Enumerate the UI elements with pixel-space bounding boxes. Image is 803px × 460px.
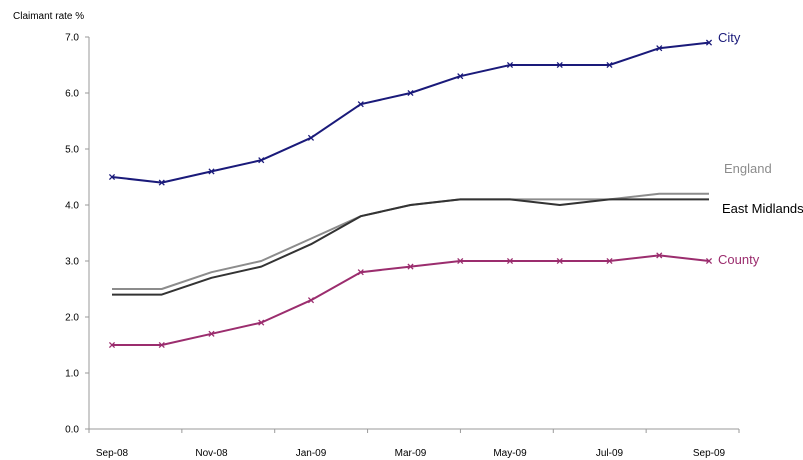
data-point-county bbox=[606, 257, 613, 265]
series-label-county: County bbox=[718, 252, 760, 267]
y-tick-label: 5.0 bbox=[65, 145, 79, 156]
y-axis-label: Claimant rate % bbox=[13, 11, 84, 22]
x-tick-label: Jan-09 bbox=[296, 448, 327, 459]
data-point-city bbox=[656, 45, 663, 52]
y-tick-label: 7.0 bbox=[65, 33, 79, 44]
data-point-county bbox=[506, 257, 514, 265]
series-label-east-midlands: East Midlands bbox=[722, 201, 803, 216]
series-line-county bbox=[112, 254, 710, 346]
data-point-city bbox=[606, 61, 613, 69]
marker-stroke bbox=[307, 297, 315, 304]
marker-stroke bbox=[556, 61, 563, 69]
y-tick-label: 4.0 bbox=[65, 201, 79, 212]
data-point-county bbox=[108, 341, 116, 349]
data-point-city bbox=[357, 101, 364, 108]
y-tick-label: 2.0 bbox=[65, 313, 79, 324]
data-point-county bbox=[407, 263, 414, 270]
marker-stroke bbox=[656, 252, 663, 259]
x-tick-label: Jul-09 bbox=[596, 448, 624, 459]
data-point-city bbox=[307, 134, 315, 141]
data-point-city bbox=[108, 173, 116, 181]
series-group bbox=[108, 39, 713, 349]
marker-stroke bbox=[606, 61, 613, 69]
x-tick-label: Sep-08 bbox=[96, 448, 129, 459]
x-tick-label: Nov-08 bbox=[195, 448, 228, 459]
data-point-county bbox=[258, 319, 265, 326]
series-label-city: City bbox=[718, 30, 741, 45]
axes bbox=[88, 37, 739, 430]
marker-stroke bbox=[407, 89, 414, 97]
data-point-county bbox=[556, 257, 563, 265]
marker-stroke bbox=[208, 330, 215, 337]
series-labels: City England East Midlands County bbox=[718, 30, 803, 267]
data-point-city bbox=[258, 157, 265, 164]
y-tick-label: 3.0 bbox=[65, 257, 79, 268]
marker-stroke bbox=[506, 61, 514, 69]
y-tick-label: 1.0 bbox=[65, 369, 79, 380]
marker-stroke bbox=[656, 45, 663, 52]
data-point-city bbox=[556, 61, 563, 69]
data-point-county bbox=[357, 269, 364, 276]
marker-stroke bbox=[108, 341, 116, 349]
marker-stroke bbox=[258, 319, 265, 326]
data-point-city bbox=[506, 61, 514, 69]
marker-stroke bbox=[506, 257, 514, 265]
marker-stroke bbox=[705, 39, 713, 46]
data-point-city bbox=[208, 168, 215, 175]
y-tick-label: 6.0 bbox=[65, 89, 79, 100]
marker-stroke bbox=[158, 179, 165, 186]
x-tick-label: Mar-09 bbox=[395, 448, 427, 459]
series-line-england bbox=[112, 192, 709, 290]
marker-stroke bbox=[158, 341, 165, 349]
series-line-city bbox=[111, 41, 710, 184]
data-point-city bbox=[457, 73, 464, 80]
marker-stroke bbox=[457, 257, 464, 265]
series-label-england: England bbox=[724, 161, 772, 176]
marker-stroke bbox=[556, 257, 563, 265]
marker-stroke bbox=[357, 101, 364, 108]
series-line-east-midlands bbox=[112, 198, 709, 296]
marker-stroke bbox=[606, 257, 613, 265]
marker-stroke bbox=[208, 168, 215, 175]
data-point-county bbox=[656, 252, 663, 259]
data-point-city bbox=[158, 179, 165, 186]
y-tick-labels: 0.0 1.0 2.0 3.0 4.0 5.0 6.0 7.0 bbox=[65, 33, 89, 436]
marker-stroke bbox=[457, 73, 464, 80]
data-point-county bbox=[208, 330, 215, 337]
data-point-county bbox=[307, 297, 315, 304]
marker-stroke bbox=[307, 134, 315, 141]
x-tick-labels: Sep-08 Nov-08 Jan-09 Mar-09 May-09 Jul-09 Sep-… bbox=[88, 429, 740, 459]
y-tick-label: 0.0 bbox=[65, 425, 79, 436]
data-point-county bbox=[705, 257, 713, 265]
data-point-county bbox=[457, 257, 464, 265]
data-point-city bbox=[407, 89, 414, 97]
marker-stroke bbox=[108, 173, 116, 181]
marker-stroke bbox=[407, 263, 414, 270]
marker-stroke bbox=[258, 157, 265, 164]
marker-stroke bbox=[705, 257, 713, 265]
data-point-city bbox=[705, 39, 713, 46]
marker-stroke bbox=[357, 269, 364, 276]
x-tick-label: May-09 bbox=[493, 448, 527, 459]
data-point-county bbox=[158, 341, 165, 349]
x-tick-label: Sep-09 bbox=[693, 448, 726, 459]
